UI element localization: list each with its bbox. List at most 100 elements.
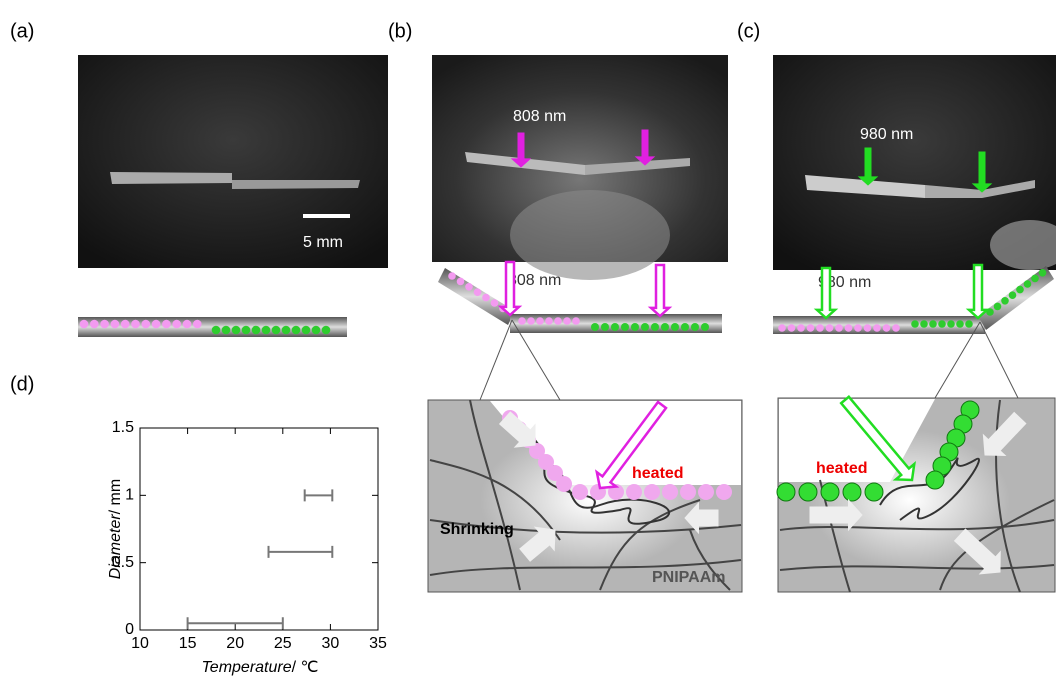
particle <box>865 483 883 501</box>
particle <box>864 324 872 332</box>
particle <box>691 323 699 331</box>
heated-label: heated <box>632 465 684 482</box>
particle <box>292 326 301 335</box>
particle <box>111 320 120 329</box>
particle <box>193 320 202 329</box>
particle <box>821 483 839 501</box>
range-bar <box>269 546 333 558</box>
particle <box>938 320 946 328</box>
particle <box>651 323 659 331</box>
rod <box>110 172 232 184</box>
particle <box>621 323 629 331</box>
particle <box>797 324 805 332</box>
rod <box>232 180 360 189</box>
shrinking-label: Shrinking <box>440 521 514 538</box>
particle <box>671 323 679 331</box>
particle <box>799 483 817 501</box>
y-tick-label: 0 <box>125 621 134 638</box>
x-tick-label: 15 <box>179 635 197 652</box>
figure: (a) (b) (c) (d) 5 mm 808 nm 808 nm heate… <box>0 0 1056 680</box>
y-axis-unit: / mm <box>107 479 124 515</box>
particle <box>80 320 89 329</box>
x-axis-unit: / ℃ <box>292 659 319 676</box>
y-tick-label: 1 <box>125 487 134 504</box>
particle <box>947 320 955 328</box>
heated-label: heated <box>816 460 868 477</box>
material-label: PNIPAAm <box>652 569 726 586</box>
particle <box>322 326 331 335</box>
particle <box>142 320 151 329</box>
particle <box>302 326 311 335</box>
particle <box>1024 280 1032 288</box>
particle <box>121 320 130 329</box>
wavelength-label: 980 nm <box>860 126 913 143</box>
particle <box>518 317 526 325</box>
x-tick-label: 35 <box>369 635 387 652</box>
panel-label: (b) <box>388 20 412 42</box>
particle <box>457 278 465 286</box>
particle <box>854 324 862 332</box>
particle <box>465 283 473 291</box>
particle <box>843 483 861 501</box>
particle <box>681 323 689 331</box>
particle <box>162 320 171 329</box>
panel-label: (d) <box>10 373 34 395</box>
particle <box>698 484 714 500</box>
particle <box>242 326 251 335</box>
wavelength-label: 808 nm <box>513 108 566 125</box>
particle <box>777 483 795 501</box>
particle <box>556 476 572 492</box>
particle <box>448 272 456 280</box>
particle <box>232 326 241 335</box>
x-axis-label: Temperature/ ℃ <box>202 659 319 676</box>
particle <box>965 320 973 328</box>
particle <box>491 299 499 307</box>
particle <box>1031 275 1039 283</box>
panel-label: (c) <box>737 20 760 42</box>
x-tick-label: 30 <box>322 635 340 652</box>
particle <box>601 323 609 331</box>
particle <box>883 324 891 332</box>
plot-frame <box>140 428 378 630</box>
particle <box>611 323 619 331</box>
particle <box>1039 269 1047 277</box>
particle <box>816 324 824 332</box>
particle <box>892 324 900 332</box>
x-axis-name: Temperature <box>202 659 292 676</box>
particle <box>873 324 881 332</box>
particle <box>716 484 732 500</box>
particle <box>1009 291 1017 299</box>
particle <box>662 484 678 500</box>
particle <box>994 303 1002 311</box>
arrow <box>651 265 669 316</box>
particle <box>641 323 649 331</box>
particle <box>536 317 544 325</box>
particle <box>172 320 181 329</box>
particle <box>212 326 221 335</box>
particle <box>312 326 321 335</box>
particle <box>554 317 562 325</box>
x-tick-label: 20 <box>226 635 244 652</box>
arrow <box>969 265 987 318</box>
particle <box>527 317 535 325</box>
zoom-line <box>980 322 1018 398</box>
range-bar <box>305 489 333 501</box>
particle <box>788 324 796 332</box>
particle <box>572 484 588 500</box>
particle <box>563 317 571 325</box>
particle <box>1016 286 1024 294</box>
particle <box>152 320 161 329</box>
particle <box>90 320 99 329</box>
particle <box>807 324 815 332</box>
panel-label: (a) <box>10 20 34 42</box>
particle <box>262 326 271 335</box>
particle <box>778 324 786 332</box>
particle <box>631 323 639 331</box>
particle <box>272 326 281 335</box>
particle <box>626 484 642 500</box>
zoom-line <box>480 320 512 400</box>
particle <box>572 317 580 325</box>
fiber <box>510 190 670 280</box>
particle <box>644 484 660 500</box>
scale-label: 5 mm <box>303 234 343 251</box>
